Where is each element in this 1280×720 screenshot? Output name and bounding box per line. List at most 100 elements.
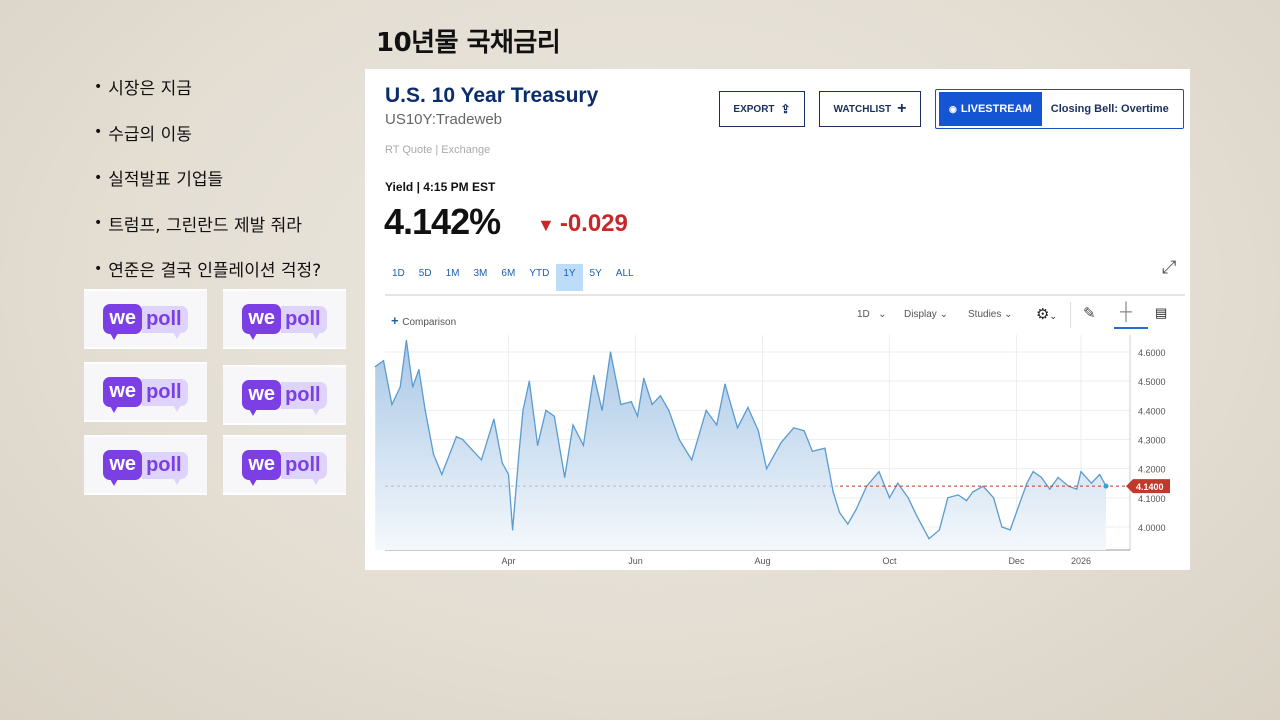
data-point: [651, 403, 653, 406]
data-point: [1049, 488, 1051, 490]
x-tick-label: 2026: [1071, 556, 1091, 566]
wepoll-logo-tile: we poll: [84, 289, 207, 349]
x-tick-label: Aug: [754, 556, 770, 566]
down-arrow-icon: ▼: [537, 215, 560, 235]
data-point: [522, 409, 524, 411]
data-point: [501, 462, 503, 464]
studies-dropdown[interactable]: Studies ⌄: [968, 309, 1013, 320]
data-point: [636, 415, 639, 417]
divider: [385, 294, 1185, 296]
plus-icon: +: [897, 100, 907, 117]
data-point: [1057, 476, 1059, 479]
x-tick-label: Dec: [1008, 556, 1025, 566]
expand-icon[interactable]: ⤢: [1162, 257, 1177, 277]
data-point: [572, 424, 574, 426]
data-point: [601, 409, 603, 411]
data-point: [1026, 482, 1028, 484]
logo-poll: poll: [142, 451, 188, 485]
live-dot-icon: ◉: [949, 103, 957, 114]
data-point: [441, 473, 443, 476]
toolbar-divider: [1070, 302, 1071, 328]
data-point: [374, 365, 376, 368]
data-point: [907, 497, 909, 499]
data-point: [659, 395, 662, 397]
range-tab-1y[interactable]: 1Y: [556, 264, 583, 291]
data-point: [705, 409, 707, 411]
quote-source: RT Quote | Exchange: [385, 144, 491, 156]
livestream-banner[interactable]: ◉ LIVESTREAM Closing Bell: Overtime: [935, 89, 1184, 129]
data-point: [405, 339, 408, 341]
wepoll-logo-tile: we poll: [223, 289, 346, 349]
data-point: [824, 447, 826, 449]
range-tab-1m[interactable]: 1M: [445, 268, 460, 279]
data-point: [724, 383, 726, 385]
range-tab-1d[interactable]: 1D: [392, 268, 405, 279]
data-point: [803, 430, 805, 432]
logo-we: we: [242, 450, 282, 486]
comparison-button[interactable]: + Comparison: [391, 313, 456, 328]
data-point: [838, 511, 841, 514]
range-tab-ytd[interactable]: YTD: [529, 268, 550, 279]
pencil-icon[interactable]: ✎: [1083, 305, 1096, 322]
data-point: [832, 491, 834, 493]
y-tick-label: 4.2000: [1138, 465, 1166, 475]
data-point: [855, 508, 857, 511]
watchlist-button[interactable]: WATCHLIST +: [819, 91, 921, 127]
livestream-button[interactable]: ◉ LIVESTREAM: [939, 92, 1042, 126]
wepoll-logo-tile: we poll: [84, 435, 207, 495]
instrument-symbol: US10Y:Tradeweb: [385, 111, 503, 128]
crosshair-icon[interactable]: ┼: [1120, 302, 1133, 321]
data-point: [780, 441, 782, 444]
y-tick-label: 4.0000: [1138, 523, 1166, 533]
data-point: [564, 476, 566, 479]
y-tick-label: 4.1000: [1138, 494, 1166, 504]
price-change: ▼ -0.029: [537, 210, 628, 238]
data-point: [553, 415, 555, 417]
logo-we: we: [103, 377, 143, 413]
range-tab-all[interactable]: ALL: [615, 268, 634, 279]
comment-icon[interactable]: ▤: [1155, 305, 1168, 320]
range-tab-3m[interactable]: 3M: [473, 268, 488, 279]
wepoll-logo: we poll: [103, 377, 188, 413]
data-point: [609, 351, 612, 353]
logo-poll: poll: [281, 305, 327, 339]
wepoll-logo: we poll: [242, 304, 327, 340]
bullet-item: 수급의 이동: [94, 110, 321, 156]
wepoll-logo-tile: we poll: [223, 435, 346, 495]
data-point: [938, 529, 941, 531]
range-tab-6m[interactable]: 6M: [501, 268, 516, 279]
yield-label: Yield | 4:15 PM EST: [385, 180, 496, 194]
data-point: [678, 438, 680, 441]
data-point: [847, 523, 849, 525]
export-button[interactable]: EXPORT ⇪: [719, 91, 805, 127]
data-point: [972, 491, 974, 493]
logo-we: we: [103, 450, 143, 486]
data-point: [1001, 526, 1003, 528]
interval-dropdown[interactable]: 1D ⌄: [857, 309, 887, 320]
data-point: [747, 406, 749, 409]
range-tab-5d[interactable]: 5D: [418, 268, 432, 279]
logo-poll: poll: [281, 381, 327, 415]
data-point: [811, 450, 814, 452]
bullet-item: 시장은 지금: [94, 64, 321, 110]
export-label: EXPORT: [733, 103, 775, 115]
display-dropdown[interactable]: Display ⌄: [904, 309, 948, 320]
data-point: [992, 497, 995, 499]
bullet-item: 연준은 결국 인플레이션 걱정?: [94, 246, 321, 292]
interval-label: 1D: [857, 309, 870, 320]
data-point: [757, 430, 759, 432]
data-point: [493, 418, 495, 420]
y-tick-label: 4.3000: [1138, 435, 1166, 445]
wepoll-logo: we poll: [242, 380, 327, 416]
range-tab-5y[interactable]: 5Y: [589, 268, 602, 279]
data-point: [462, 438, 464, 441]
crosshair-active-indicator: [1114, 327, 1148, 329]
livestream-label: LIVESTREAM: [960, 103, 1032, 115]
settings-gear-icon[interactable]: ⚙⌄: [1036, 306, 1057, 323]
data-point: [982, 485, 984, 487]
data-point: [668, 409, 670, 411]
logo-poll: poll: [142, 305, 188, 339]
change-value: -0.029: [559, 210, 628, 237]
data-point: [915, 514, 918, 516]
